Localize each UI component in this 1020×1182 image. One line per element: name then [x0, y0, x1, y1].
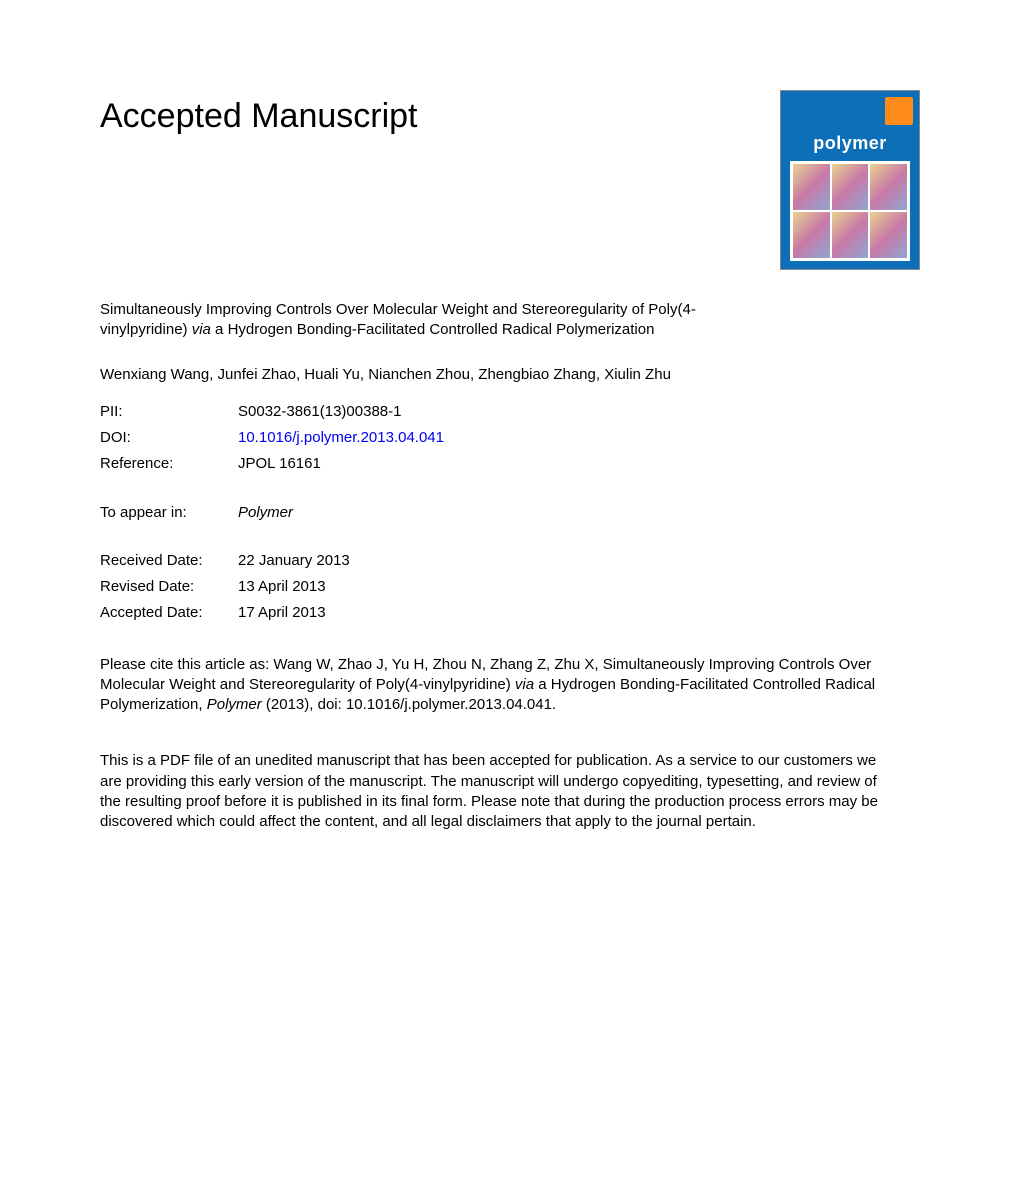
- title-italic: via: [192, 321, 211, 338]
- table-row: Reference: JPOL 16161: [100, 451, 444, 477]
- table-row: DOI: 10.1016/j.polymer.2013.04.041: [100, 425, 444, 451]
- appear-value: Polymer: [238, 504, 293, 521]
- received-label: Received Date:: [100, 548, 238, 574]
- pii-value: S0032-3861(13)00388-1: [238, 399, 444, 425]
- dates-table: Received Date: 22 January 2013 Revised D…: [100, 548, 350, 627]
- article-title: Simultaneously Improving Controls Over M…: [100, 300, 720, 341]
- disclaimer-text: This is a PDF file of an unedited manusc…: [100, 751, 900, 832]
- accepted-value: 17 April 2013: [238, 600, 350, 626]
- citation-journal: Polymer: [207, 696, 262, 713]
- authors-list: Wenxiang Wang, Junfei Zhao, Huali Yu, Ni…: [100, 365, 740, 385]
- revised-label: Revised Date:: [100, 574, 238, 600]
- cover-art-icon: [790, 161, 910, 261]
- doi-link[interactable]: 10.1016/j.polymer.2013.04.041: [238, 429, 444, 446]
- table-row: To appear in: Polymer: [100, 500, 293, 526]
- revised-value: 13 April 2013: [238, 574, 350, 600]
- table-row: Received Date: 22 January 2013: [100, 548, 350, 574]
- table-row: Accepted Date: 17 April 2013: [100, 600, 350, 626]
- page-heading: Accepted Manuscript: [100, 94, 418, 140]
- journal-cover-thumbnail: polymer: [780, 90, 920, 270]
- publisher-logo-icon: [885, 97, 913, 125]
- pii-label: PII:: [100, 399, 238, 425]
- citation-text: Please cite this article as: Wang W, Zha…: [100, 655, 900, 716]
- citation-suffix: (2013), doi: 10.1016/j.polymer.2013.04.0…: [262, 696, 556, 713]
- cover-journal-name: polymer: [813, 131, 887, 155]
- metadata-table: PII: S0032-3861(13)00388-1 DOI: 10.1016/…: [100, 399, 444, 478]
- appear-table: To appear in: Polymer: [100, 500, 293, 526]
- received-value: 22 January 2013: [238, 548, 350, 574]
- accepted-label: Accepted Date:: [100, 600, 238, 626]
- reference-value: JPOL 16161: [238, 451, 444, 477]
- table-row: PII: S0032-3861(13)00388-1: [100, 399, 444, 425]
- title-suffix: a Hydrogen Bonding-Facilitated Controlle…: [211, 321, 655, 338]
- header-row: Accepted Manuscript polymer: [100, 90, 920, 270]
- doi-label: DOI:: [100, 425, 238, 451]
- appear-label: To appear in:: [100, 500, 238, 526]
- table-row: Revised Date: 13 April 2013: [100, 574, 350, 600]
- citation-via: via: [515, 676, 534, 693]
- reference-label: Reference:: [100, 451, 238, 477]
